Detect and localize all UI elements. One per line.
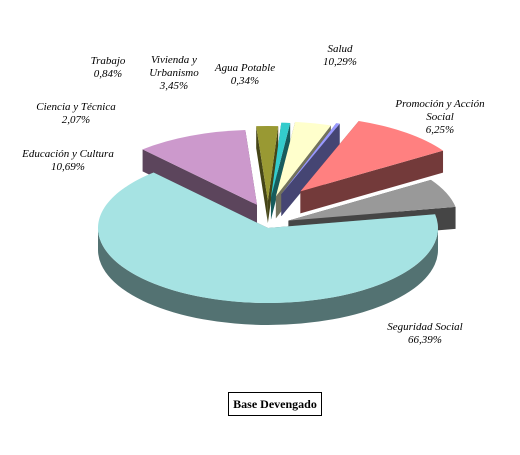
pie-slice-wall xyxy=(300,150,444,214)
slice-label-line: 66,39% xyxy=(408,334,442,346)
slice-label-line: 10,29% xyxy=(323,56,357,68)
pie-slice-wall xyxy=(256,126,268,224)
pie-slice-top xyxy=(256,126,279,202)
slice-label-line: Educación y Cultura xyxy=(21,148,114,160)
slice-label-line: 10,69% xyxy=(51,161,85,173)
slice-label-line: Social xyxy=(426,111,454,123)
slice-label-line: Ciencia y Técnica xyxy=(36,101,116,113)
slice-label-line: 3,45% xyxy=(159,80,188,92)
pie-slice-top xyxy=(270,122,291,198)
pie-slice-top xyxy=(288,179,456,221)
base-devengado-label: Base Devengado xyxy=(228,392,322,416)
pie-slice-top xyxy=(281,123,340,195)
pie-slice-top xyxy=(97,172,439,303)
slice-label-6: Vivienda y Urbanismo 3,45% xyxy=(149,54,199,92)
slice-label-line: Salud xyxy=(327,43,353,55)
pie-slice-top xyxy=(300,120,444,192)
slice-label-7: Agua Potable 0,34% xyxy=(214,62,275,87)
pie-slice-top xyxy=(275,121,331,197)
slice-label-line: 6,25% xyxy=(426,124,454,136)
slice-label-line: 2,07% xyxy=(62,114,90,126)
slice-label-line: 0,34% xyxy=(231,75,259,87)
slice-label-line: Promoción y Acción xyxy=(394,98,485,110)
slice-label-0: Salud 10,29% xyxy=(323,43,357,68)
pie-slice-wall xyxy=(267,126,279,224)
pie-slice-salud xyxy=(300,120,444,214)
slice-label-line: Trabajo xyxy=(91,55,126,67)
footer-text: Base Devengado xyxy=(233,396,317,411)
pie-slice-top xyxy=(142,130,258,205)
slice-label-4: Ciencia y Técnica 2,07% xyxy=(36,101,116,126)
slice-label-5: Trabajo 0,84% xyxy=(91,55,126,80)
slice-label-1: Promoción y Acción Social 6,25% xyxy=(394,98,485,136)
pie-slice-side xyxy=(98,228,438,325)
slice-label-3: Educación y Cultura 10,69% xyxy=(21,148,114,173)
slice-label-line: Seguridad Social xyxy=(387,321,462,333)
slice-label-2: Seguridad Social 66,39% xyxy=(387,321,462,346)
pie-slice-wall xyxy=(281,123,340,217)
pie-slice-trabajo xyxy=(270,122,291,220)
slice-label-line: Urbanismo xyxy=(149,67,199,79)
pie-slice-ciencia-y-técnica xyxy=(256,126,279,224)
slice-label-line: 0,84% xyxy=(94,68,122,80)
pie-slice-agua-potable xyxy=(281,123,340,217)
pie-slice-seguridad-social xyxy=(97,172,439,325)
slice-label-line: Agua Potable xyxy=(214,62,275,74)
pie-slice-wall xyxy=(270,122,291,220)
pie-slice-educación-y-cultura xyxy=(142,130,258,227)
pie-slice-wall xyxy=(142,149,258,227)
slice-label-line: Vivienda y xyxy=(151,54,197,66)
